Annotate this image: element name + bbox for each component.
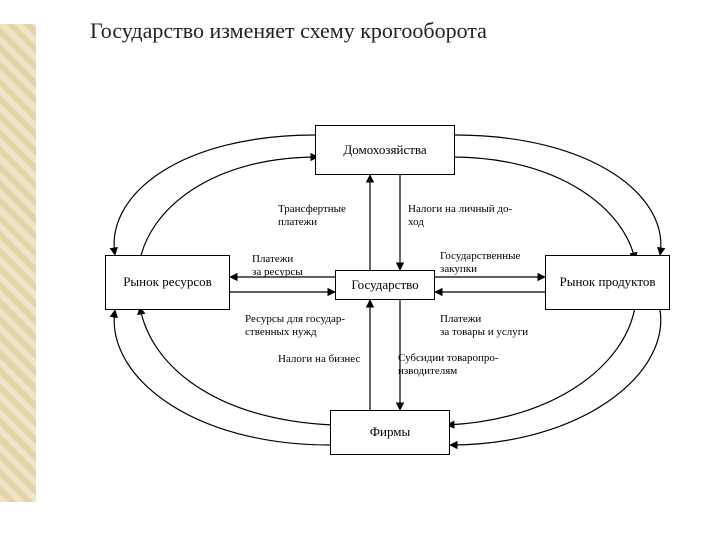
node-label: Государство [351,278,418,292]
node-households: Домохозяйства [315,125,455,175]
page-title: Государство изменяет схему крогооборота [90,18,487,44]
decorative-sidebar [0,24,36,502]
edge-ell_o_tl [114,135,315,255]
node-label: Рынок ресурсов [123,275,212,289]
lbl-pay-goods: Платежиза товары и услуги [440,313,528,338]
node-label: Фирмы [370,425,411,439]
lbl-biz-tax: Налоги на бизнес [278,353,360,366]
lbl-gov-purch: Государственныезакупки [440,250,520,275]
lbl-subsidies: Субсидии товаропро-изводителям [398,352,499,377]
node-resources: Рынок ресурсов [105,255,230,310]
node-label: Домохозяйства [343,143,426,157]
lbl-transfer: Трансфертныеплатежи [278,203,346,228]
node-label: Рынок продуктов [560,275,656,289]
circular-flow-diagram: Домохозяйства Государство Рынок ресурсов… [60,95,700,525]
lbl-pay-res: Платежиза ресурсы [252,253,303,278]
lbl-income-tax: Налоги на личный до-ход [408,203,512,228]
edge-ell_o_tr [455,135,661,255]
node-firms: Фирмы [330,410,450,455]
lbl-res-gov: Ресурсы для государ-ственных нужд [245,313,345,338]
node-products: Рынок продуктов [545,255,670,310]
node-government: Государство [335,270,435,300]
